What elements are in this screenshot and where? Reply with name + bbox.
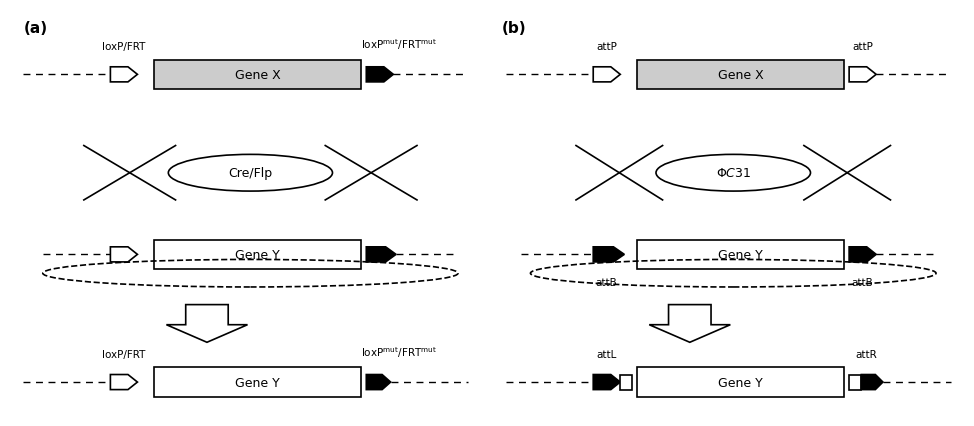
Bar: [849, 374, 861, 390]
Polygon shape: [849, 247, 877, 262]
Polygon shape: [650, 305, 730, 343]
Text: attB: attB: [596, 278, 618, 288]
Text: loxP$^{\mathsf{mut}}$/FRT$^{\mathsf{mut}}$: loxP$^{\mathsf{mut}}$/FRT$^{\mathsf{mut}…: [361, 345, 437, 359]
Bar: [637, 60, 844, 90]
Text: attR: attR: [855, 349, 877, 359]
Text: attB: attB: [852, 278, 874, 288]
Text: Gene Y: Gene Y: [236, 376, 281, 389]
Polygon shape: [593, 374, 620, 390]
Polygon shape: [593, 247, 624, 262]
Text: attP: attP: [852, 42, 873, 52]
Text: Gene Y: Gene Y: [718, 248, 763, 261]
Text: Gene X: Gene X: [718, 69, 764, 82]
Ellipse shape: [656, 155, 810, 192]
Bar: [154, 60, 361, 90]
Bar: [620, 374, 632, 390]
Text: Gene Y: Gene Y: [236, 248, 281, 261]
Text: loxP/FRT: loxP/FRT: [102, 42, 145, 52]
Polygon shape: [110, 68, 137, 83]
Text: attP: attP: [596, 42, 618, 52]
Text: loxP/FRT: loxP/FRT: [102, 349, 145, 359]
Bar: [154, 368, 361, 397]
Bar: [154, 240, 361, 269]
Text: loxP$^{\mathsf{mut}}$/FRT$^{\mathsf{mut}}$: loxP$^{\mathsf{mut}}$/FRT$^{\mathsf{mut}…: [361, 37, 437, 52]
Polygon shape: [110, 247, 137, 262]
Ellipse shape: [169, 155, 332, 192]
Text: Gene X: Gene X: [235, 69, 281, 82]
Text: Gene Y: Gene Y: [718, 376, 763, 389]
Polygon shape: [110, 374, 137, 390]
Text: attL: attL: [596, 349, 617, 359]
Bar: [637, 368, 844, 397]
Text: Cre/Flp: Cre/Flp: [228, 167, 273, 180]
Polygon shape: [167, 305, 247, 343]
Polygon shape: [366, 68, 393, 83]
Bar: [637, 240, 844, 269]
Polygon shape: [849, 68, 877, 83]
Text: (b): (b): [502, 21, 526, 36]
Polygon shape: [593, 68, 620, 83]
Polygon shape: [366, 374, 391, 390]
Text: (a): (a): [23, 21, 48, 36]
Polygon shape: [366, 247, 396, 262]
Polygon shape: [861, 374, 882, 390]
Text: $\Phi$$\it{C}$31: $\Phi$$\it{C}$31: [716, 167, 751, 180]
